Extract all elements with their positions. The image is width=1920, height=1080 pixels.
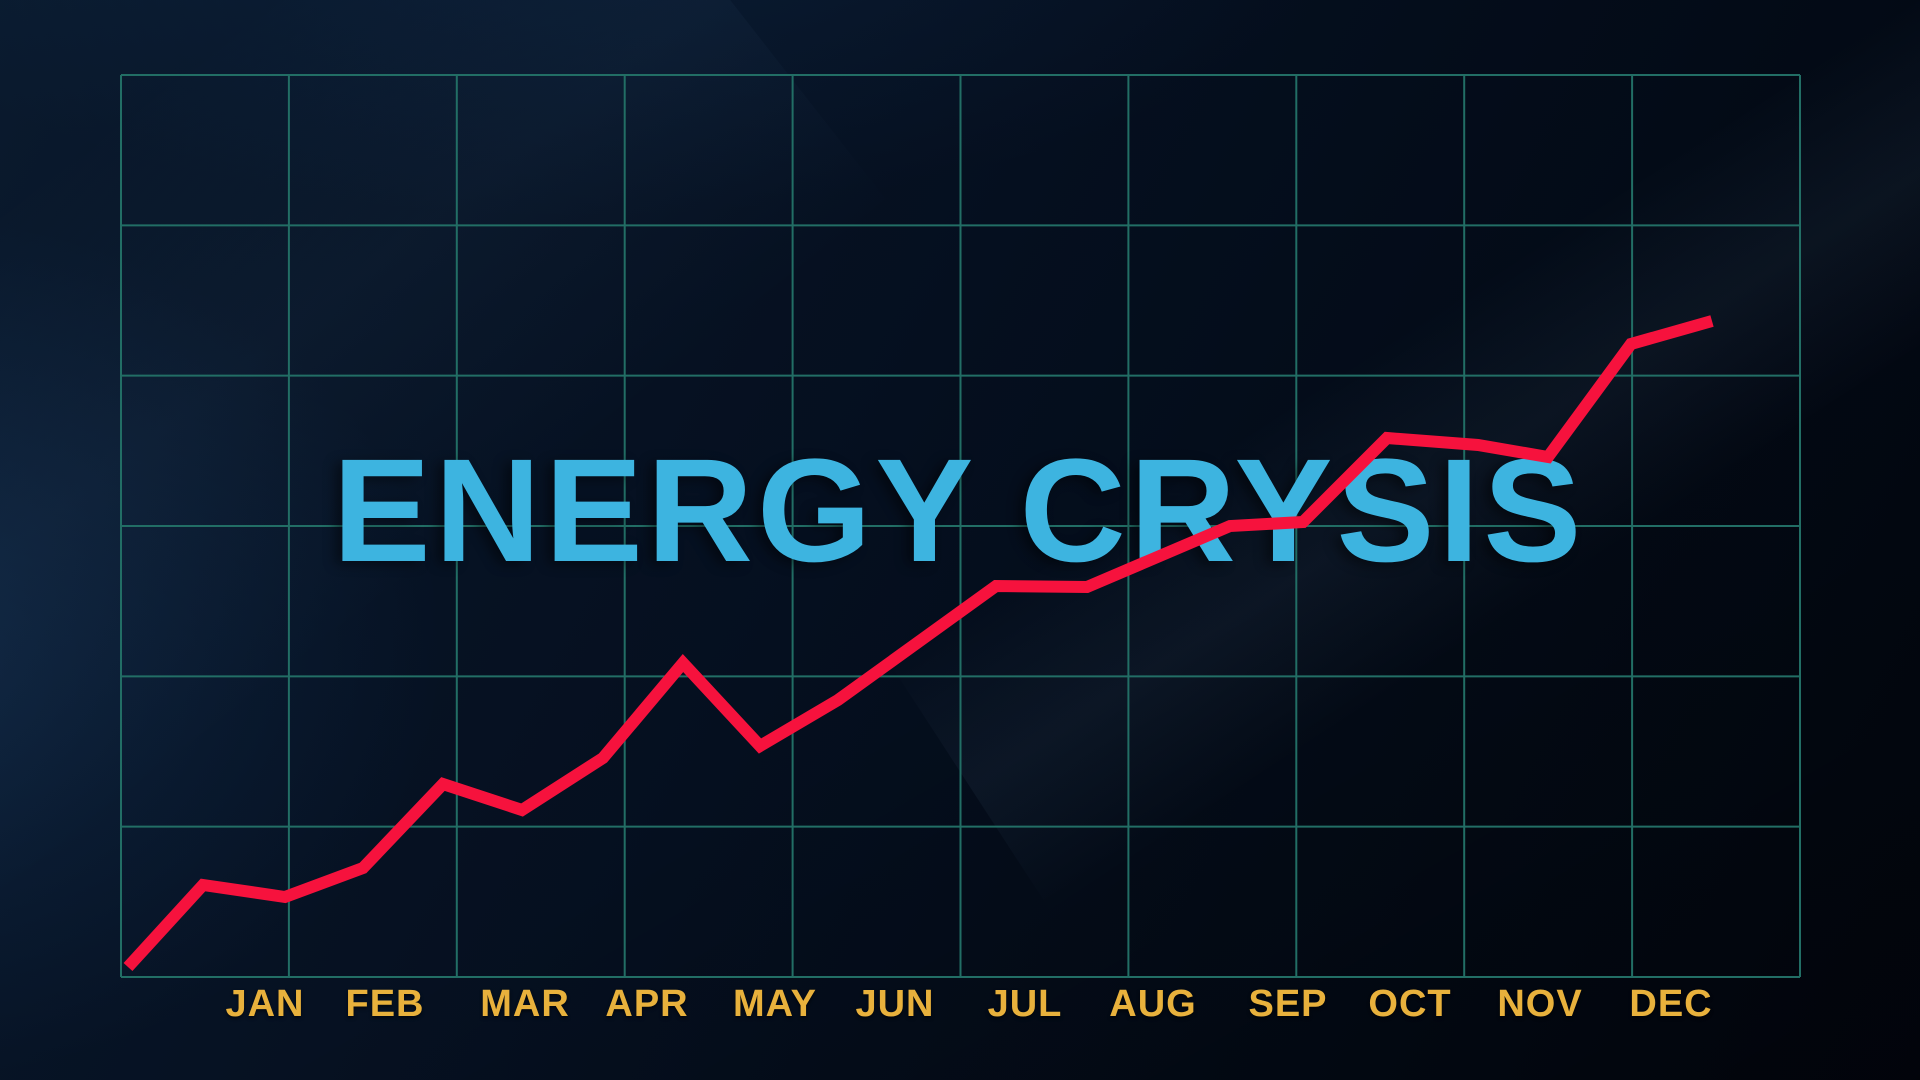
chart-title: ENERGY CRYSIS <box>332 429 1586 593</box>
gridlines <box>120 74 1801 978</box>
energy-trend-line <box>123 315 1714 972</box>
